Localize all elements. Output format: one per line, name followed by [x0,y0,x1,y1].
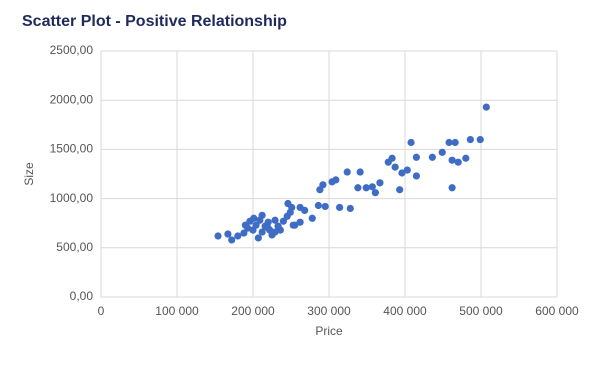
scatter-point [234,232,242,240]
x-tick-label: 500 000 [459,304,503,318]
scatter-point [332,176,340,184]
scatter-point [228,236,236,244]
scatter-point [371,189,379,197]
scatter-point [346,204,354,213]
y-axis-label: Size [22,162,36,186]
scatter-point [308,214,316,222]
scatter-point [462,154,470,162]
scatter-point [448,184,456,192]
scatter-point [343,168,351,176]
scatter-point [264,224,272,232]
x-axis-label: Price [315,324,343,338]
scatter-point [445,138,453,147]
scatter-point [368,183,376,191]
scatter-point [476,135,484,144]
scatter-point [454,158,462,166]
scatter-point [466,135,474,144]
scatter-point [279,217,287,225]
scatter-point [388,154,396,162]
scatter-point [271,216,279,224]
scatter-point [362,184,370,192]
scatter-point [214,232,222,240]
scatter-point [258,211,266,219]
x-tick-label: 100 000 [155,304,199,318]
scatter-point [412,153,420,161]
scatter-point [391,163,399,171]
y-tick-label: 2500,00 [50,43,94,57]
scatter-point [428,153,436,161]
scatter-point [254,234,262,242]
scatter-point [241,221,249,229]
y-tick-label: 2000,00 [50,92,94,106]
scatter-point [412,172,420,180]
scatter-point [250,214,258,222]
scatter-point [319,181,327,189]
y-tick-label: 1500,00 [50,142,94,156]
x-tick-label: 600 000 [535,304,579,318]
scatter-point [296,218,304,226]
scatter-point [321,202,329,211]
scatter-point [354,184,362,192]
scatter-point [258,228,266,236]
scatter-point [376,179,384,187]
x-tick-label: 0 [98,304,105,318]
scatter-point [398,169,406,177]
scatter-point [482,103,490,111]
scatter-point [252,221,260,229]
y-tick-label: 500,00 [56,240,93,254]
scatter-point [451,138,459,147]
y-tick-label: 0,00 [70,289,94,303]
scatter-point [240,229,248,237]
scatter-point [403,166,411,174]
x-tick-label: 400 000 [383,304,427,318]
scatter-point [448,156,456,164]
scatter-point [271,228,279,236]
scatter-point [288,203,296,212]
chart-title: Scatter Plot - Positive Relationship [22,13,287,30]
x-tick-label: 300 000 [307,304,351,318]
scatter-point [407,138,415,147]
scatter-point [301,206,309,215]
x-tick-label: 200 000 [231,304,275,318]
scatter-point [356,168,364,176]
scatter-point [314,201,322,210]
y-tick-label: 1000,00 [50,191,94,205]
scatter-point [289,221,297,229]
scatter-point [438,148,446,156]
scatter-point [224,230,232,238]
scatter-point [336,203,344,212]
scatter-point [396,186,404,194]
scatter-point [264,218,272,226]
